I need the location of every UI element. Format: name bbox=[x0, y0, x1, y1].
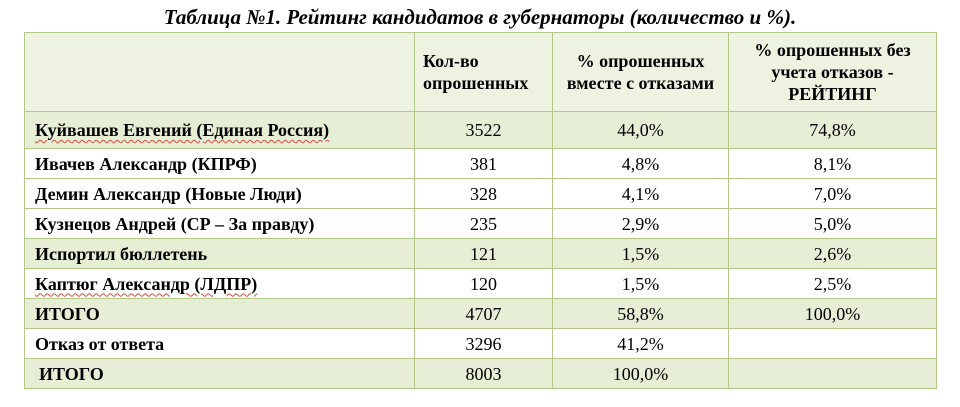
header-count: Кол-во опрошенных bbox=[414, 32, 553, 112]
row-name: Демин Александр (Новые Люди) bbox=[24, 178, 415, 209]
row-rating: 7,0% bbox=[728, 178, 937, 209]
table-row: Отказ от ответа 3296 41,2% bbox=[24, 328, 937, 359]
row-name: ИТОГО bbox=[24, 298, 415, 329]
row-count: 3522 bbox=[414, 111, 553, 149]
row-pct: 1,5% bbox=[552, 238, 729, 269]
row-name: ИТОГО bbox=[24, 358, 415, 389]
rating-table: Кол-во опрошенных % опрошенных вместе с … bbox=[24, 32, 937, 389]
header-pct-with-refusals: % опрошенных вместе с отказами bbox=[552, 32, 729, 112]
table-row: Каптюг Александр (ЛДПР) 120 1,5% 2,5% bbox=[24, 268, 937, 299]
table-row: Испортил бюллетень 121 1,5% 2,6% bbox=[24, 238, 937, 269]
row-rating: 5,0% bbox=[728, 208, 937, 239]
table-row: ИТОГО 4707 58,8% 100,0% bbox=[24, 298, 937, 329]
row-name: Отказ от ответа bbox=[24, 328, 415, 359]
row-name: Каптюг Александр (ЛДПР) bbox=[24, 268, 415, 299]
row-name: Куйвашев Евгений (Единая Россия) bbox=[24, 111, 415, 149]
row-count: 328 bbox=[414, 178, 553, 209]
row-count: 235 bbox=[414, 208, 553, 239]
row-rating bbox=[728, 358, 937, 389]
row-name: Ивачев Александр (КПРФ) bbox=[24, 148, 415, 179]
row-count: 120 bbox=[414, 268, 553, 299]
row-pct: 4,8% bbox=[552, 148, 729, 179]
row-rating: 2,5% bbox=[728, 268, 937, 299]
header-row: Кол-во опрошенных % опрошенных вместе с … bbox=[24, 32, 937, 112]
row-rating: 8,1% bbox=[728, 148, 937, 179]
table-row: ИТОГО 8003 100,0% bbox=[24, 358, 937, 389]
row-pct: 2,9% bbox=[552, 208, 729, 239]
row-count: 4707 bbox=[414, 298, 553, 329]
row-count: 381 bbox=[414, 148, 553, 179]
row-count: 121 bbox=[414, 238, 553, 269]
row-pct: 41,2% bbox=[552, 328, 729, 359]
row-name: Кузнецов Андрей (СР – За правду) bbox=[24, 208, 415, 239]
table-row: Ивачев Александр (КПРФ) 381 4,8% 8,1% bbox=[24, 148, 937, 179]
table-row: Кузнецов Андрей (СР – За правду) 235 2,9… bbox=[24, 208, 937, 239]
header-rating: % опрошенных без учета отказов - РЕЙТИНГ bbox=[728, 32, 937, 112]
table-row: Куйвашев Евгений (Единая Россия) 3522 44… bbox=[24, 111, 937, 149]
row-name: Испортил бюллетень bbox=[24, 238, 415, 269]
row-pct: 100,0% bbox=[552, 358, 729, 389]
row-count: 8003 bbox=[414, 358, 553, 389]
row-rating: 2,6% bbox=[728, 238, 937, 269]
row-name-text: Каптюг Александр (ЛДПР) bbox=[35, 273, 258, 294]
row-pct: 1,5% bbox=[552, 268, 729, 299]
row-pct: 58,8% bbox=[552, 298, 729, 329]
row-pct: 4,1% bbox=[552, 178, 729, 209]
row-rating: 100,0% bbox=[728, 298, 937, 329]
header-candidate bbox=[24, 32, 415, 112]
table-title: Таблица №1. Рейтинг кандидатов в губерна… bbox=[163, 5, 797, 29]
row-count: 3296 bbox=[414, 328, 553, 359]
row-pct: 44,0% bbox=[552, 111, 729, 149]
row-rating: 74,8% bbox=[728, 111, 937, 149]
table-row: Демин Александр (Новые Люди) 328 4,1% 7,… bbox=[24, 178, 937, 209]
row-name-text: Куйвашев Евгений (Единая Россия) bbox=[35, 120, 330, 140]
row-rating bbox=[728, 328, 937, 359]
